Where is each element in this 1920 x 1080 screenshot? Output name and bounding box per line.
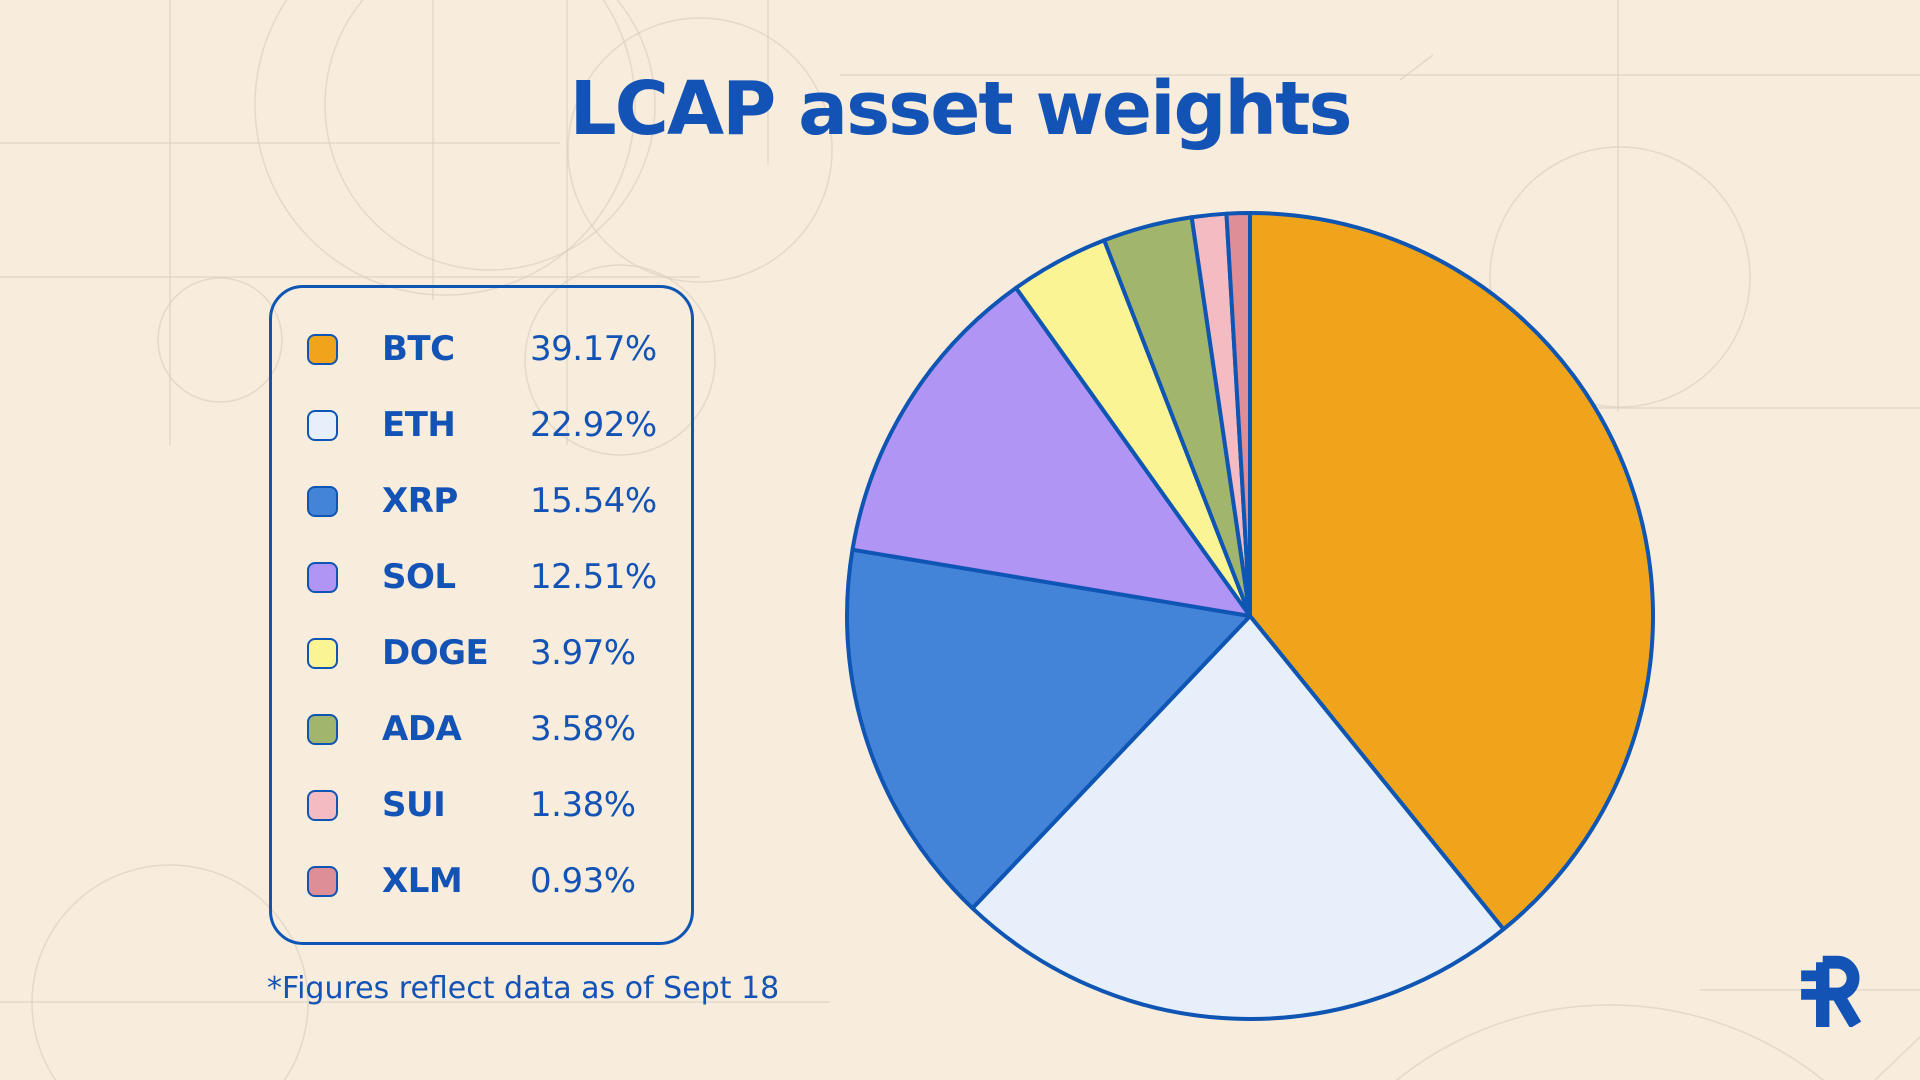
legend-value: 3.58%: [530, 709, 636, 749]
pie-slice-xlm: [1224, 211, 1252, 618]
legend-symbol: XLM: [382, 861, 463, 901]
legend-symbol: XRP: [382, 481, 458, 521]
legend-value: 1.38%: [530, 785, 636, 825]
decorative-line: [1874, 1036, 1920, 1080]
legend-swatch-doge: [307, 637, 338, 669]
legend-row: ADA 3.58%: [307, 709, 691, 749]
legend-symbol: ETH: [382, 405, 456, 445]
legend-symbol: BTC: [382, 329, 455, 369]
pie-chart: [845, 211, 1655, 1021]
legend-row: XRP 15.54%: [307, 481, 691, 521]
legend-symbol: SOL: [382, 557, 456, 597]
legend-value: 22.92%: [530, 405, 657, 445]
legend-swatch-sol: [307, 561, 338, 593]
decorative-circle: [157, 277, 283, 403]
legend-card: BTC 39.17% ETH 22.92% XRP 15.54% SOL 12.51% DOGE…: [269, 285, 694, 945]
legend-row: XLM 0.93%: [307, 861, 691, 901]
legend-value: 15.54%: [530, 481, 657, 521]
page-title: LCAP asset weights: [569, 66, 1352, 152]
legend-row: ETH 22.92%: [307, 405, 691, 445]
decorative-circle: [524, 264, 716, 456]
decorative-circle: [567, 17, 833, 283]
footnote: *Figures reflect data as of Sept 18: [267, 971, 780, 1006]
reserve-logo-icon: [1801, 955, 1862, 1027]
legend-value: 0.93%: [530, 861, 636, 901]
legend-row: SOL 12.51%: [307, 557, 691, 597]
legend-swatch-ada: [307, 713, 338, 745]
decorative-circle: [31, 864, 309, 1080]
decorative-circle: [254, 0, 636, 296]
legend-row: SUI 1.38%: [307, 785, 691, 825]
legend-value: 3.97%: [530, 633, 636, 673]
legend-value: 39.17%: [530, 329, 657, 369]
legend-row: DOGE 3.97%: [307, 633, 691, 673]
legend-symbol: SUI: [382, 785, 446, 825]
legend-swatch-sui: [307, 789, 338, 821]
legend-symbol: ADA: [382, 709, 462, 749]
decorative-circle: [1395, 1004, 1825, 1080]
legend-symbol: DOGE: [382, 633, 489, 673]
legend-value: 12.51%: [530, 557, 657, 597]
decorative-circle: [1489, 146, 1751, 408]
pie-slice-xrp: [845, 547, 1252, 911]
decorative-circle: [324, 0, 656, 271]
legend-row: BTC 39.17%: [307, 329, 691, 369]
legend-swatch-btc: [307, 333, 338, 365]
legend-swatch-xrp: [307, 485, 338, 517]
legend-swatch-eth: [307, 409, 338, 441]
pie-slice-eth: [970, 614, 1506, 1021]
legend-swatch-xlm: [307, 865, 338, 897]
decorative-line: [1399, 54, 1434, 81]
pie-slice-sol: [850, 285, 1252, 618]
pie-slice-btc: [1248, 211, 1655, 932]
